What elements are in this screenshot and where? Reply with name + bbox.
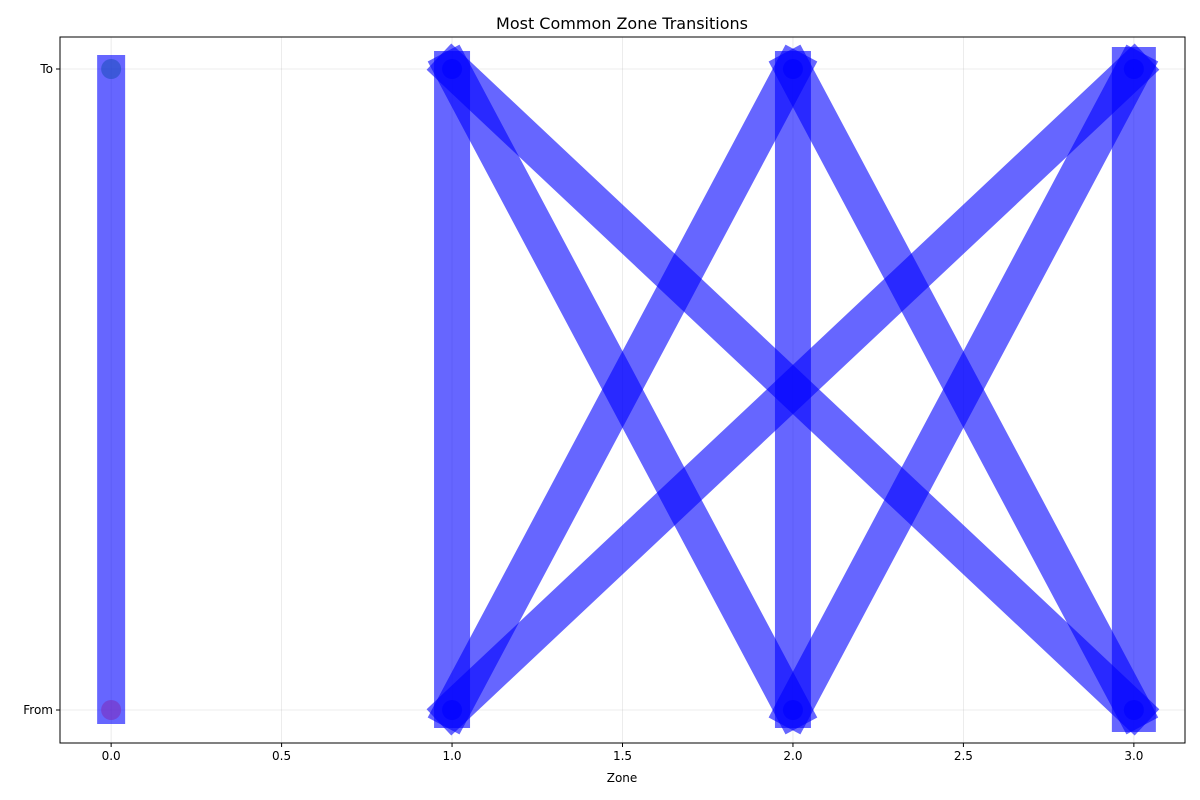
x-tick-label: 1.0: [442, 749, 461, 763]
transition-line-2-to-1: [427, 44, 818, 735]
transition-lines: [97, 43, 1160, 736]
x-tick-label: 3.0: [1124, 749, 1143, 763]
zone-marker-to-1: [442, 59, 463, 79]
y-tick-label: From: [23, 703, 53, 717]
zone-marker-from-0: [101, 700, 122, 720]
transition-line-3-to-1: [426, 43, 1160, 736]
x-axis-label: Zone: [607, 771, 638, 785]
x-tick-label: 0.5: [272, 749, 291, 763]
chart-title: Most Common Zone Transitions: [496, 14, 748, 33]
y-tick-label: To: [39, 62, 53, 76]
x-tick-label: 0.0: [102, 749, 121, 763]
y-axis-ticks: From To: [23, 62, 60, 717]
zone-marker-to-0: [101, 59, 122, 79]
zone-marker-from-3: [1123, 700, 1144, 720]
x-axis-ticks: 0.0 0.5 1.0 1.5 2.0 2.5 3.0: [102, 743, 1143, 763]
x-tick-label: 1.5: [613, 749, 632, 763]
transition-line-3-to-2: [768, 44, 1159, 735]
zone-markers: [101, 59, 1144, 720]
zone-marker-from-2: [782, 700, 803, 720]
zone-marker-from-1: [442, 700, 463, 720]
zone-marker-to-2: [782, 59, 803, 79]
x-tick-label: 2.5: [954, 749, 973, 763]
x-tick-label: 2.0: [783, 749, 802, 763]
zone-marker-to-3: [1123, 59, 1144, 79]
